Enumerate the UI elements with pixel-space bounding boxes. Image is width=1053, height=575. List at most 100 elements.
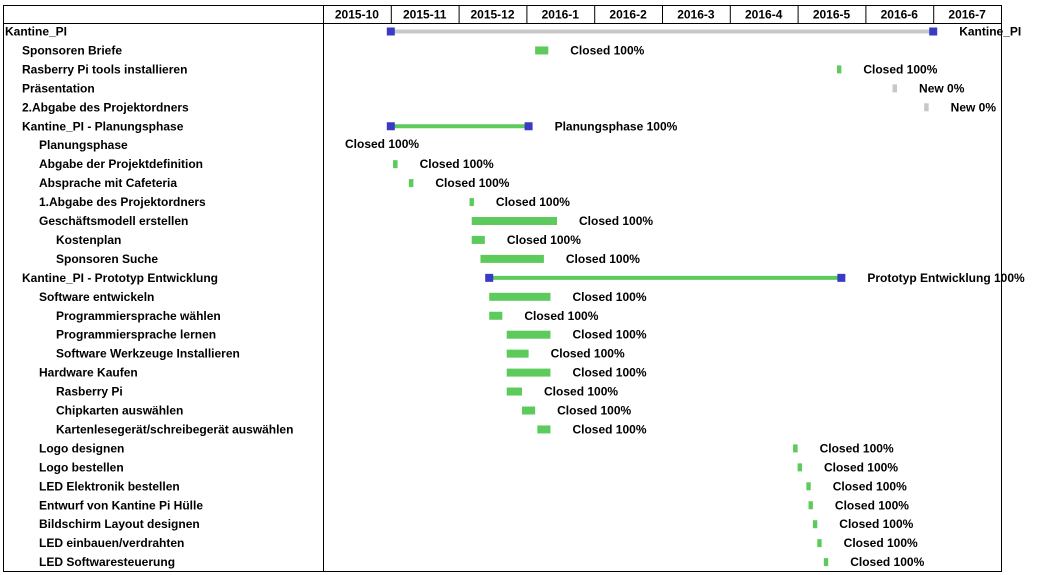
task-name-label: Kantine_PI - Planungsphase xyxy=(22,119,184,133)
task-name-label: Planungsphase xyxy=(39,138,128,152)
task-name-label: Entwurf von Kantine Pi Hülle xyxy=(39,498,203,512)
task-bar xyxy=(489,311,503,320)
bar-status-label: Closed 100% xyxy=(420,157,494,171)
bar-status-label: Closed 100% xyxy=(345,137,419,151)
task-name-label: 2.Abgabe des Projektordners xyxy=(22,100,189,114)
bar-status-label: Closed 100% xyxy=(572,422,646,436)
bar-status-label: Closed 100% xyxy=(835,498,909,512)
task-bar xyxy=(506,387,523,396)
task-name-label: Programmiersprache lernen xyxy=(56,328,216,342)
task-bar xyxy=(522,406,536,415)
month-header-label: 2016-5 xyxy=(813,8,851,22)
task-bar xyxy=(489,292,551,301)
summary-start-marker xyxy=(485,273,494,282)
task-name-label: 1.Abgabe des Projektordners xyxy=(39,195,206,209)
bar-status-label: Closed 100% xyxy=(820,441,894,455)
bar-status-label: Closed 100% xyxy=(507,233,581,247)
task-name-label: Absprache mit Cafeteria xyxy=(39,176,177,190)
bar-status-label: Closed 100% xyxy=(579,214,653,228)
bar-status-label: Closed 100% xyxy=(570,43,644,57)
task-name-label: Sponsoren Suche xyxy=(56,252,158,266)
bar-status-label: Closed 100% xyxy=(824,460,898,474)
summary-start-marker xyxy=(386,27,395,36)
task-bar xyxy=(506,349,529,358)
task-bar xyxy=(535,46,549,55)
summary-bar xyxy=(390,29,934,34)
summary-end-marker xyxy=(929,27,938,36)
task-name-label: Bildschirm Layout designen xyxy=(39,517,200,531)
month-header-label: 2016-6 xyxy=(881,8,919,22)
task-name-label: Rasberry Pi tools installieren xyxy=(22,62,187,76)
task-name-label: Präsentation xyxy=(22,81,95,95)
task-bar xyxy=(469,198,474,207)
bar-status-label: Closed 100% xyxy=(839,517,913,531)
task-bar xyxy=(823,558,829,567)
task-name-label: Logo bestellen xyxy=(39,460,124,474)
bar-status-label: Closed 100% xyxy=(844,536,918,550)
task-name-label: Abgabe der Projektdefinition xyxy=(39,157,203,171)
task-name-label: LED Softwaresteuerung xyxy=(39,555,175,569)
month-header-label: 2016-7 xyxy=(948,8,986,22)
task-name-label: LED einbauen/verdrahten xyxy=(39,536,184,550)
task-name-label: Kartenlesegerät/schreibegerät auswählen xyxy=(56,422,293,436)
summary-bar xyxy=(390,124,529,129)
month-header-label: 2016-3 xyxy=(677,8,715,22)
summary-start-marker xyxy=(386,122,395,131)
task-name-label: Software Werkzeuge Installieren xyxy=(56,347,240,361)
bar-status-label: New 0% xyxy=(951,100,997,114)
task-bar xyxy=(393,160,398,169)
task-name-label: Kantine_PI xyxy=(5,25,67,39)
bar-status-label: Closed 100% xyxy=(524,309,598,323)
summary-bar xyxy=(489,275,842,280)
task-bar xyxy=(797,463,802,472)
task-name-label: Logo designen xyxy=(39,441,124,455)
task-bar xyxy=(471,217,558,225)
task-bar xyxy=(471,235,485,244)
bar-status-label: Closed 100% xyxy=(496,195,570,209)
task-bar xyxy=(506,330,551,339)
chart-frame xyxy=(3,5,1002,572)
task-bar xyxy=(793,444,798,453)
task-bar xyxy=(808,501,813,510)
summary-end-marker xyxy=(524,122,533,131)
task-name-label: Programmiersprache wählen xyxy=(56,309,221,323)
task-name-label: Geschäftsmodell erstellen xyxy=(39,214,188,228)
task-name-label: Kostenplan xyxy=(56,233,121,247)
task-name-label: Chipkarten auswählen xyxy=(56,404,183,418)
bar-status-label: Closed 100% xyxy=(572,366,646,380)
month-header-label: 2015-10 xyxy=(335,8,379,22)
task-bar xyxy=(806,482,811,491)
task-bar xyxy=(812,520,818,529)
bar-status-label: Planungsphase 100% xyxy=(555,119,678,133)
task-bar xyxy=(506,368,551,377)
task-name-label: Software entwickeln xyxy=(39,290,154,304)
task-bar xyxy=(480,254,544,263)
month-header-label: 2016-2 xyxy=(609,8,647,22)
task-name-label: Hardware Kaufen xyxy=(39,366,138,380)
bar-status-label: Closed 100% xyxy=(572,290,646,304)
bar-status-label: Closed 100% xyxy=(833,479,907,493)
task-bar xyxy=(836,65,842,74)
task-name-label: LED Elektronik bestellen xyxy=(39,479,180,493)
bar-status-label: Closed 100% xyxy=(551,347,625,361)
task-bar xyxy=(817,539,822,548)
task-bar xyxy=(892,84,898,93)
bar-status-label: New 0% xyxy=(919,81,965,95)
bar-status-label: Closed 100% xyxy=(863,62,937,76)
task-name-label: Rasberry Pi xyxy=(56,385,123,399)
task-bar xyxy=(537,425,551,434)
bar-status-label: Closed 100% xyxy=(544,385,618,399)
month-header-label: 2015-12 xyxy=(470,8,514,22)
bar-status-label: Closed 100% xyxy=(557,404,631,418)
bar-status-label: Kantine_PI xyxy=(959,25,1021,39)
bar-status-label: Closed 100% xyxy=(566,252,640,266)
task-name-label: Kantine_PI - Prototyp Entwicklung xyxy=(22,271,218,285)
month-header-label: 2016-4 xyxy=(745,8,783,22)
bar-status-label: Closed 100% xyxy=(435,176,509,190)
task-name-label: Sponsoren Briefe xyxy=(22,43,122,57)
month-header-label: 2016-1 xyxy=(542,8,580,22)
bar-status-label: Closed 100% xyxy=(850,555,924,569)
month-header-label: 2015-11 xyxy=(403,8,447,22)
summary-end-marker xyxy=(837,273,846,282)
